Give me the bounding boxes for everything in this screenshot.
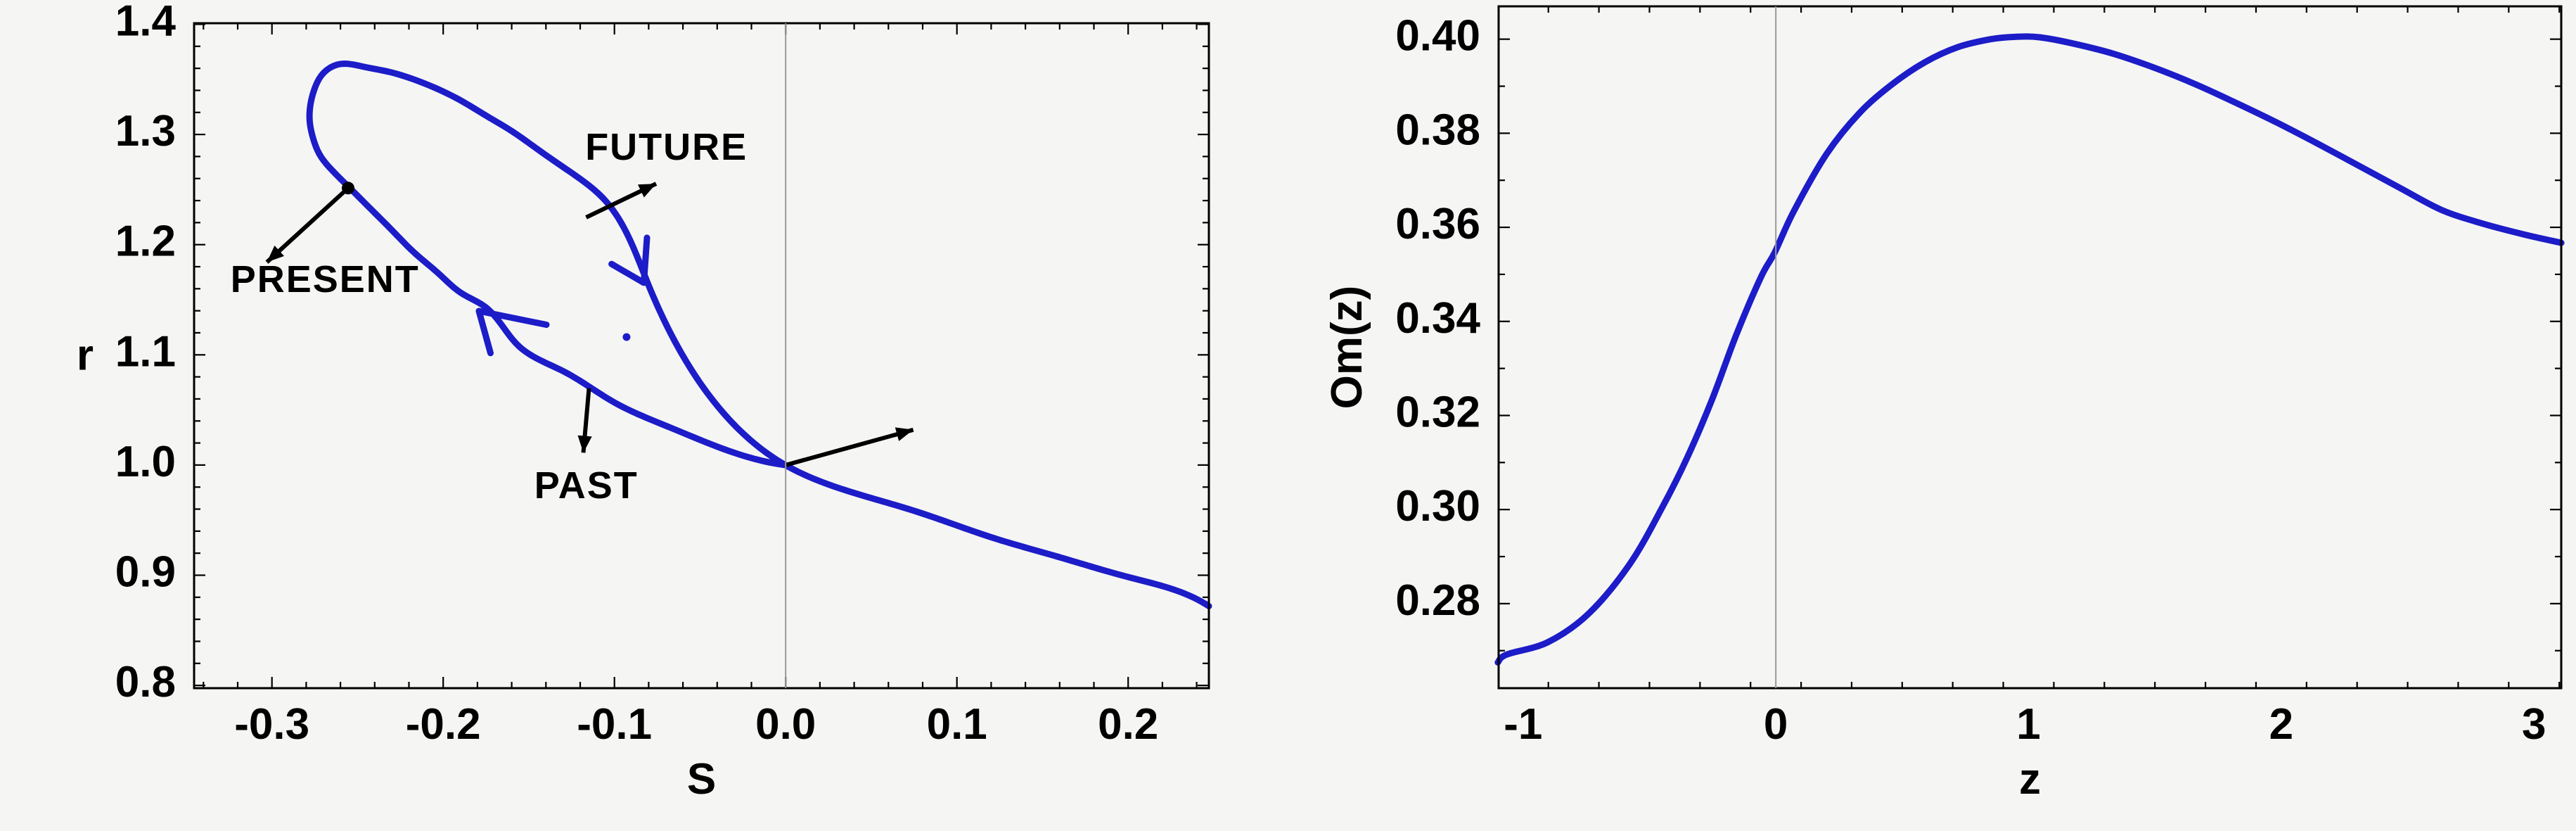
svg-text:1.2: 1.2 bbox=[115, 217, 176, 266]
svg-text:-0.2: -0.2 bbox=[406, 700, 481, 749]
svg-text:0.32: 0.32 bbox=[1395, 388, 1480, 436]
svg-text:0.9: 0.9 bbox=[115, 548, 176, 597]
svg-text:1.1: 1.1 bbox=[115, 327, 176, 376]
svg-text:0.1: 0.1 bbox=[927, 700, 987, 749]
svg-text:0.40: 0.40 bbox=[1395, 12, 1480, 61]
svg-text:PAST: PAST bbox=[534, 464, 639, 507]
svg-text:-0.1: -0.1 bbox=[577, 700, 652, 749]
svg-text:0.28: 0.28 bbox=[1395, 576, 1480, 625]
svg-text:0.0: 0.0 bbox=[755, 700, 816, 749]
svg-text:0.38: 0.38 bbox=[1395, 106, 1480, 154]
svg-text:0.8: 0.8 bbox=[115, 658, 176, 706]
svg-text:Om(z): Om(z) bbox=[1323, 286, 1371, 410]
svg-text:0.36: 0.36 bbox=[1395, 200, 1480, 248]
svg-text:1.4: 1.4 bbox=[115, 0, 177, 45]
svg-text:S: S bbox=[687, 755, 716, 804]
svg-text:FUTURE: FUTURE bbox=[585, 126, 748, 168]
svg-text:1.0: 1.0 bbox=[115, 438, 176, 486]
svg-text:z: z bbox=[2019, 755, 2041, 804]
svg-text:0.34: 0.34 bbox=[1395, 294, 1480, 343]
svg-text:0.30: 0.30 bbox=[1395, 482, 1480, 531]
svg-text:-1: -1 bbox=[1504, 700, 1542, 749]
svg-text:PRESENT: PRESENT bbox=[231, 258, 420, 300]
svg-text:1.3: 1.3 bbox=[115, 107, 176, 156]
svg-text:2: 2 bbox=[2269, 700, 2293, 749]
svg-text:-0.3: -0.3 bbox=[234, 700, 309, 749]
svg-text:r: r bbox=[77, 331, 94, 380]
svg-text:0.2: 0.2 bbox=[1098, 700, 1158, 749]
svg-text:3: 3 bbox=[2522, 700, 2546, 749]
svg-text:0: 0 bbox=[1764, 700, 1788, 749]
svg-text:1: 1 bbox=[2016, 700, 2040, 749]
